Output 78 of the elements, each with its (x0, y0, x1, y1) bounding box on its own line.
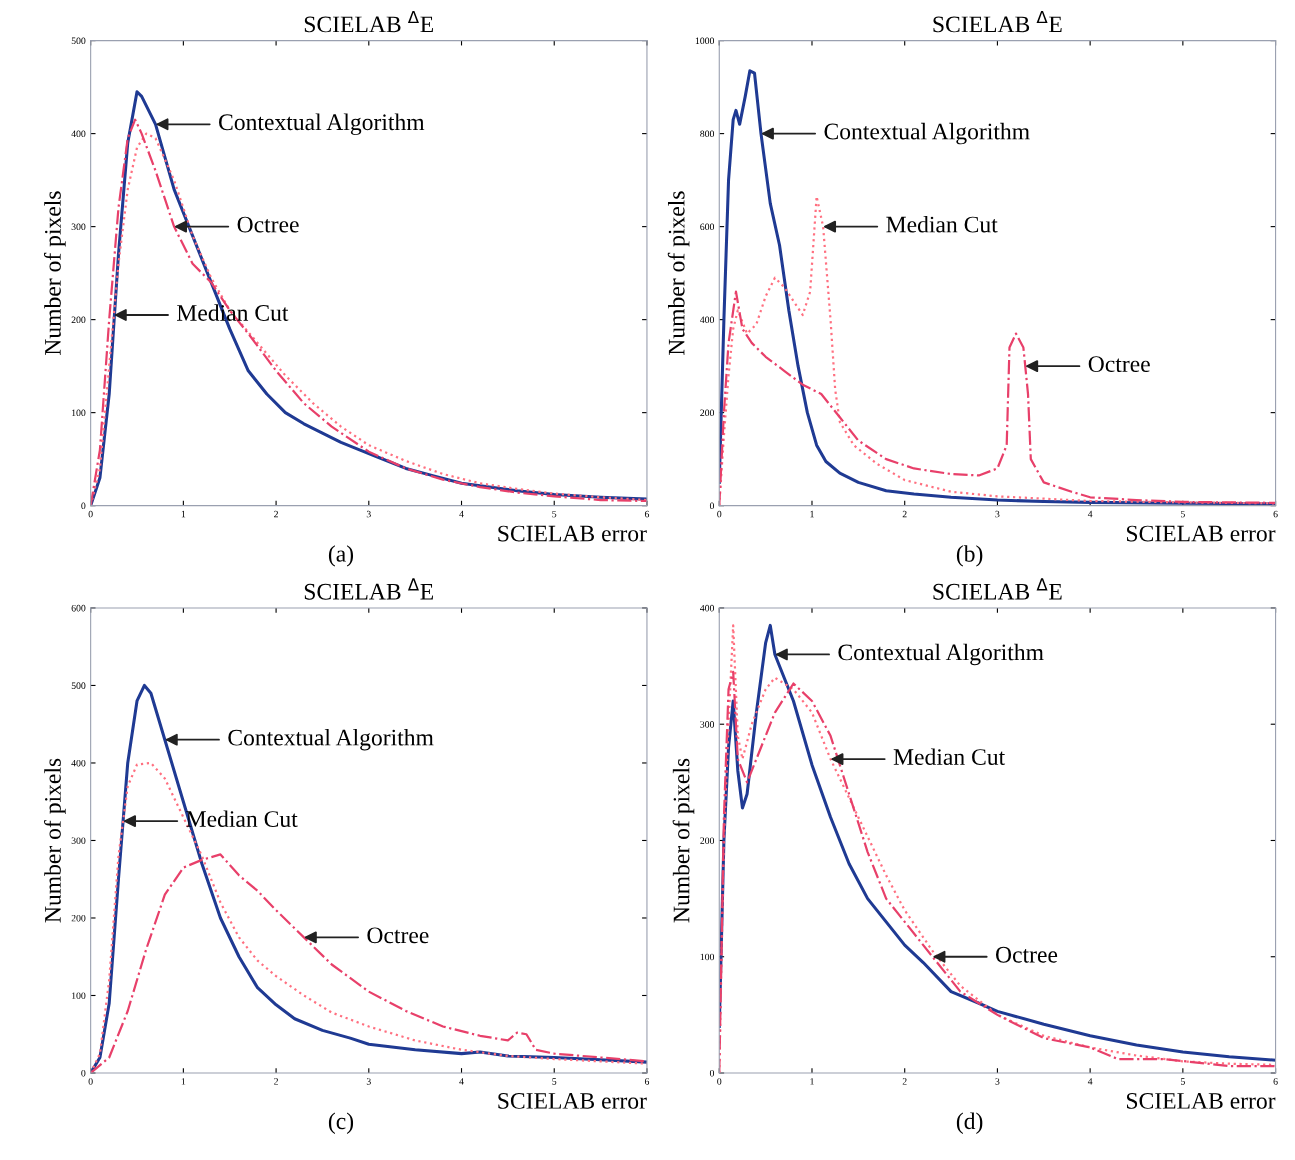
x-tick-label: 6 (644, 510, 650, 518)
y-axis-title: Number of pixels (44, 758, 66, 923)
annotation: Octree (367, 927, 429, 944)
annotation: Octree (995, 946, 1058, 963)
y-tick-label: 0 (709, 1069, 715, 1077)
annotation: Contextual Algorithm (824, 122, 1030, 145)
x-tick-label: 0 (88, 510, 93, 518)
y-tick-label: 300 (700, 721, 715, 728)
x-tick-label: 2 (902, 1078, 907, 1085)
y-axis-title: Number of pixels (44, 191, 66, 356)
text: (c) (328, 1112, 354, 1134)
x-tick-label: 1 (181, 510, 186, 518)
x-tick-label: 1 (810, 510, 814, 518)
x-tick-label: 3 (366, 1078, 371, 1085)
y-tick-label: 400 (700, 316, 715, 324)
x-tick-label: 3 (995, 510, 1000, 518)
x-tick-label: 2 (902, 510, 907, 518)
y-tick-label: 200 (71, 914, 86, 922)
y-tick-label: 0 (81, 502, 86, 510)
chart-title: SCIELAB $^{Δ}$E (304, 578, 433, 600)
y-tick-label: 400 (71, 759, 86, 767)
annotation: Contextual Algorithm (219, 113, 425, 136)
y-tick-label: 500 (71, 682, 86, 689)
x-tick-label: 5 (552, 510, 557, 518)
y-tick-label: 200 (700, 409, 715, 417)
x-tick-label: 1 (181, 1078, 186, 1085)
x-tick-label: 3 (995, 1078, 1000, 1085)
annotation: Median Cut (886, 215, 998, 233)
y-tick-label: 100 (72, 992, 86, 999)
y-axis-title: Number of pixels (667, 191, 690, 356)
x-tick-label: 5 (552, 1078, 557, 1085)
x-axis-title: SCIELAB error (1126, 525, 1276, 542)
x-tick-label: 1 (810, 1078, 814, 1085)
x-tick-label: 0 (717, 510, 722, 518)
x-tick-label: 4 (1087, 510, 1093, 518)
y-tick-label: 1000 (695, 37, 715, 45)
x-tick-label: 5 (1180, 510, 1185, 518)
text: (d) (956, 1112, 983, 1134)
y-tick-label: 400 (71, 130, 86, 138)
x-tick-label: 5 (1180, 1078, 1185, 1085)
y-tick-label: 100 (72, 409, 86, 417)
chart-title: SCIELAB $^{Δ}$E (304, 11, 433, 33)
y-axis-title: Number of pixels (672, 758, 695, 923)
y-tick-label: 100 (700, 953, 715, 961)
x-tick-label: 2 (274, 510, 278, 518)
x-tick-label: 4 (1087, 1078, 1093, 1085)
y-tick-label: 300 (71, 837, 86, 844)
annotation: Contextual Algorithm (838, 643, 1044, 666)
y-tick-label: 500 (71, 37, 86, 45)
annotation: Median Cut (893, 748, 1006, 765)
y-tick-label: 0 (81, 1069, 86, 1077)
y-tick-label: 300 (71, 223, 86, 231)
annotation: Octree (1088, 356, 1150, 373)
y-tick-label: 0 (709, 502, 715, 510)
y-tick-label: 400 (700, 604, 715, 612)
x-tick-label: 0 (717, 1078, 722, 1085)
x-tick-label: 6 (1273, 1078, 1278, 1085)
y-tick-label: 200 (71, 316, 86, 324)
x-tick-label: 2 (274, 1078, 278, 1085)
x-axis-title: SCIELAB error (1126, 1092, 1276, 1109)
x-tick-label: 4 (459, 510, 464, 518)
y-tick-label: 200 (700, 837, 715, 844)
text: (b) (956, 545, 983, 567)
x-tick-label: 0 (88, 1078, 93, 1085)
y-tick-label: 600 (700, 223, 715, 231)
chart-title: SCIELAB $^{Δ}$E (933, 578, 1062, 600)
x-tick-label: 6 (644, 1078, 650, 1085)
annotation: Octree (237, 216, 299, 233)
y-tick-label: 800 (700, 130, 715, 138)
y-tick-label: 600 (71, 604, 86, 612)
annotation: Contextual Algorithm (228, 728, 434, 751)
x-tick-label: 4 (459, 1078, 464, 1085)
x-axis-title: SCIELAB error (498, 525, 647, 542)
x-axis-title: SCIELAB error (498, 1092, 647, 1109)
x-tick-label: 6 (1273, 510, 1278, 518)
chart-title: SCIELAB $^{Δ}$E (933, 11, 1062, 33)
text: (a) (328, 545, 354, 567)
x-tick-label: 3 (366, 510, 371, 518)
